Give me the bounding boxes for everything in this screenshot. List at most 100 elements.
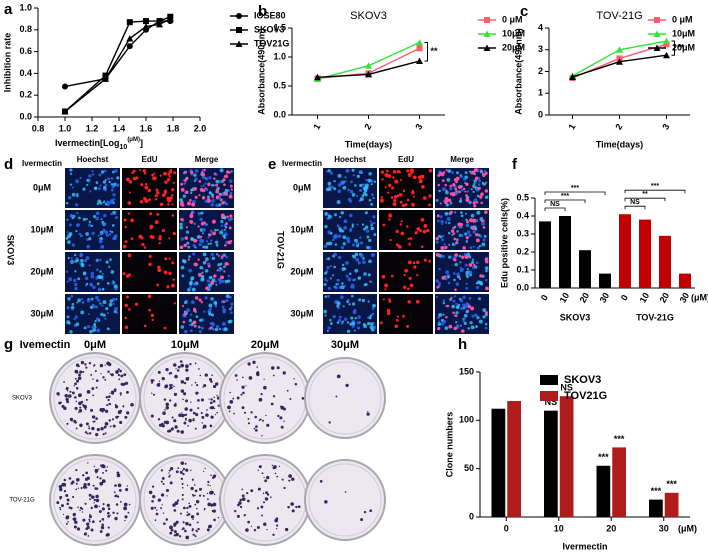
colony — [99, 408, 104, 412]
colony — [261, 435, 263, 437]
colony — [128, 503, 131, 506]
edu-cell — [209, 326, 213, 330]
nucleus — [459, 261, 462, 264]
colony — [185, 368, 189, 372]
nucleus — [71, 192, 76, 197]
nucleus — [370, 183, 373, 186]
marker — [156, 20, 163, 28]
nucleus — [225, 294, 230, 299]
colony — [66, 498, 70, 502]
nucleus — [88, 237, 92, 241]
colony — [59, 498, 62, 500]
marker — [484, 17, 490, 23]
edu-cell — [229, 184, 233, 188]
nucleus — [102, 300, 107, 305]
nucleus — [76, 193, 79, 196]
edu-cell — [171, 203, 174, 206]
nucleus — [74, 260, 77, 263]
edu-cell — [381, 178, 384, 181]
marker — [126, 43, 133, 50]
series-line — [64, 16, 171, 113]
nucleus — [192, 282, 196, 286]
nucleus — [205, 240, 209, 243]
nucleus — [82, 271, 87, 276]
colony — [187, 424, 190, 427]
y-tick-label: 0.0 — [273, 109, 286, 119]
colony — [255, 372, 260, 376]
colony — [75, 363, 80, 367]
nucleus — [451, 233, 454, 236]
edu-cell — [155, 188, 159, 192]
colony — [192, 418, 195, 422]
nucleus — [76, 194, 79, 198]
colony — [188, 523, 192, 527]
nucleus — [465, 286, 469, 290]
edu-cell — [151, 173, 154, 177]
legend-label: TOV21G — [564, 390, 607, 402]
colony — [106, 533, 110, 537]
nucleus — [341, 282, 344, 285]
nucleus — [65, 236, 69, 240]
edu-cell — [406, 324, 410, 328]
colony — [76, 527, 81, 531]
nucleus — [437, 219, 440, 223]
nucleus — [453, 295, 456, 298]
nucleus — [112, 302, 115, 306]
nucleus — [365, 178, 368, 182]
nucleus — [112, 236, 116, 241]
edu-cell — [179, 245, 184, 250]
nucleus — [102, 313, 106, 317]
nucleus — [215, 243, 219, 247]
colony — [96, 427, 100, 432]
colony — [206, 409, 208, 411]
nucleus — [184, 329, 188, 334]
nucleus — [359, 241, 364, 245]
nucleus — [455, 282, 460, 286]
colony — [85, 486, 88, 489]
edu-cell — [415, 299, 420, 304]
x-tick-label: 20 — [578, 291, 592, 305]
micrograph — [122, 294, 177, 334]
colony — [107, 370, 110, 374]
colony — [217, 516, 220, 519]
nucleus — [345, 169, 350, 173]
dish — [49, 352, 141, 444]
nucleus — [333, 179, 336, 183]
dish — [219, 454, 311, 546]
nucleus — [368, 259, 372, 264]
nucleus — [327, 286, 331, 290]
colony — [78, 393, 82, 397]
colony — [101, 523, 104, 527]
nucleus — [435, 199, 439, 202]
colony — [177, 467, 180, 469]
nucleus — [479, 235, 483, 238]
edu-cell — [210, 281, 215, 285]
colony — [165, 405, 170, 410]
column-header: 30μM — [331, 339, 359, 351]
colony — [125, 381, 129, 385]
colony — [185, 521, 189, 526]
edu-cell — [461, 255, 465, 259]
colony — [98, 510, 102, 514]
colony — [88, 528, 90, 530]
edu-cell — [408, 276, 412, 280]
edu-cell — [455, 180, 458, 184]
nucleus — [179, 198, 183, 202]
edu-cell — [444, 246, 448, 250]
colony — [104, 432, 107, 435]
colony — [90, 408, 94, 412]
nucleus — [455, 302, 458, 306]
edu-cell — [143, 196, 147, 201]
nucleus — [192, 243, 196, 247]
nucleus — [349, 189, 354, 194]
colony — [275, 524, 279, 527]
colony — [182, 467, 186, 471]
colony — [248, 363, 251, 366]
edu-cell — [437, 174, 441, 177]
colony — [65, 386, 69, 391]
nucleus — [367, 300, 370, 303]
colony — [116, 512, 119, 515]
colony — [153, 393, 156, 396]
colony — [282, 371, 286, 375]
y-tick-label: 1.0 — [273, 51, 286, 61]
